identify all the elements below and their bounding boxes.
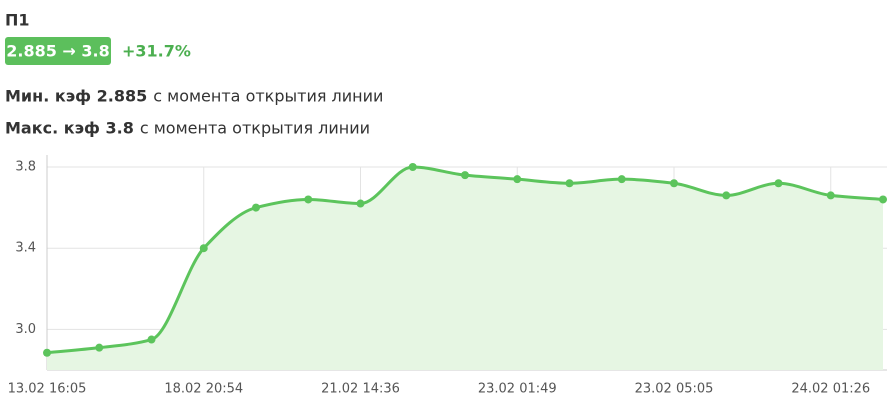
min-label: Мин. кэф 2.885 [5,87,147,106]
point [670,179,678,188]
point [617,175,626,184]
point [461,171,469,180]
point [408,163,417,171]
plot: 3.0 3.4 3.8 13.02 16:05 18.02 20:54 21.02 14:… [8,155,887,397]
point [565,179,574,188]
point [199,244,208,253]
badge-bg [5,37,111,65]
x-tick-label: 23.02 01:49 [478,382,557,397]
badge: 2.885 → 3.8 [6,42,110,61]
point [95,343,104,352]
point [879,195,887,204]
x-tick-label: 13.02 16:05 [8,382,87,397]
point [774,179,783,188]
title: П1 [5,11,30,30]
max-note: с момента открытия линии [140,119,370,138]
min-note: с момента открытия линии [153,87,383,106]
point [513,175,522,184]
point [356,199,365,208]
point [722,191,731,200]
point [252,203,260,212]
max-label: Макс. кэф 3.8 [5,119,134,138]
point [147,335,156,344]
change: +31.7% [122,42,191,61]
y-tick-label: 3.4 [15,241,36,256]
line [46,165,884,355]
point [43,348,51,357]
y-tick-label: 3.0 [15,322,36,337]
y-tick-label: 3.8 [15,160,36,175]
point [826,191,835,200]
x-tick-label: 18.02 20:54 [164,382,243,397]
x-tick-label: 21.02 14:36 [321,382,400,397]
point [304,195,313,204]
x-tick-label: 23.02 05:05 [635,382,714,397]
area [47,167,883,370]
x-tick-label: 24.02 01:26 [791,382,870,397]
